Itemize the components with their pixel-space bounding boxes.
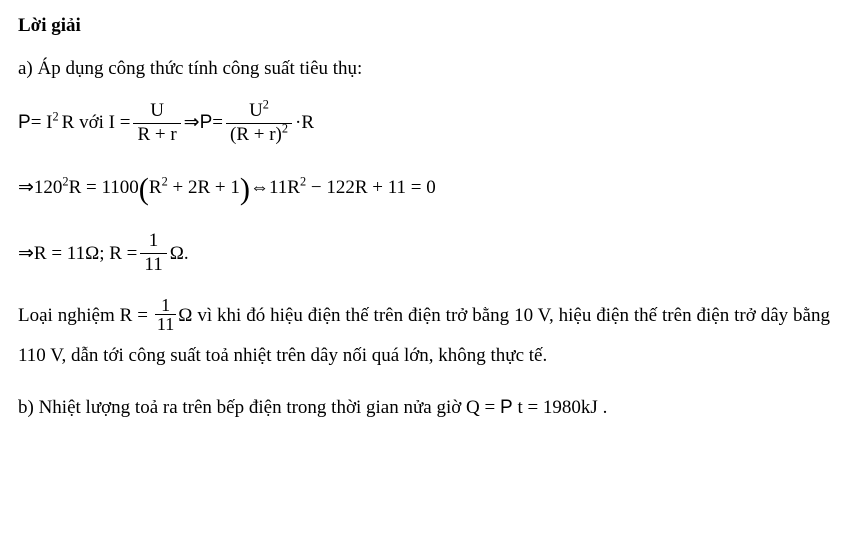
part-b: b) Nhiệt lượng toả ra trên bếp điện tron… [18, 394, 830, 423]
omega: Ω. [170, 240, 189, 269]
eq-text: = [212, 109, 223, 138]
fraction-1-11-inline: 1 11 [155, 296, 176, 333]
p-symbol: P [18, 109, 31, 138]
arrow: ⇒ [18, 240, 34, 269]
dot-r: ·R [295, 109, 314, 138]
equation-3: ⇒ R = 11Ω; R = 1 11 Ω. [18, 231, 830, 276]
p-symbol-3: P [500, 397, 513, 418]
iff: ⇔ [250, 174, 269, 203]
paren-left: ( [139, 167, 149, 213]
fraction-u-over-r-plus-r: U R + r [133, 101, 180, 146]
eq-text: = I2R với I = [31, 109, 131, 138]
equation-1: P = I2R với I = U R + r ⇒ P = U2 (R + r)… [18, 101, 830, 146]
p-symbol-2: P [200, 109, 213, 138]
arrow-text: ⇒ [184, 109, 200, 138]
equation-2: ⇒ 1202R = 1100 ( R2 + 2R + 1 ) ⇔ 11R2 − … [18, 166, 830, 212]
rejection-paragraph: Loại nghiệm R = 1 11 Ω vì khi đó hiệu đi… [18, 296, 830, 376]
arrow: ⇒ [18, 174, 34, 203]
part-a-intro: a) Áp dụng công thức tính công suất tiêu… [18, 55, 830, 84]
paren-right: ) [240, 167, 250, 213]
r-vals: R = 11Ω; R = [34, 240, 137, 269]
rhs: 11R2 − 122R + 11 = 0 [269, 174, 436, 203]
fraction-1-11: 1 11 [140, 231, 166, 276]
solution-heading: Lời giải [18, 12, 830, 41]
lhs: 1202R = 1100 [34, 174, 139, 203]
inside: R2 + 2R + 1 [149, 174, 240, 203]
fraction-u2-over-rplusr2: U2 (R + r)2 [226, 101, 292, 146]
